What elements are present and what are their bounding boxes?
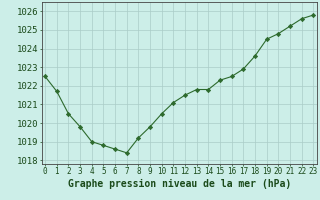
X-axis label: Graphe pression niveau de la mer (hPa): Graphe pression niveau de la mer (hPa) — [68, 179, 291, 189]
